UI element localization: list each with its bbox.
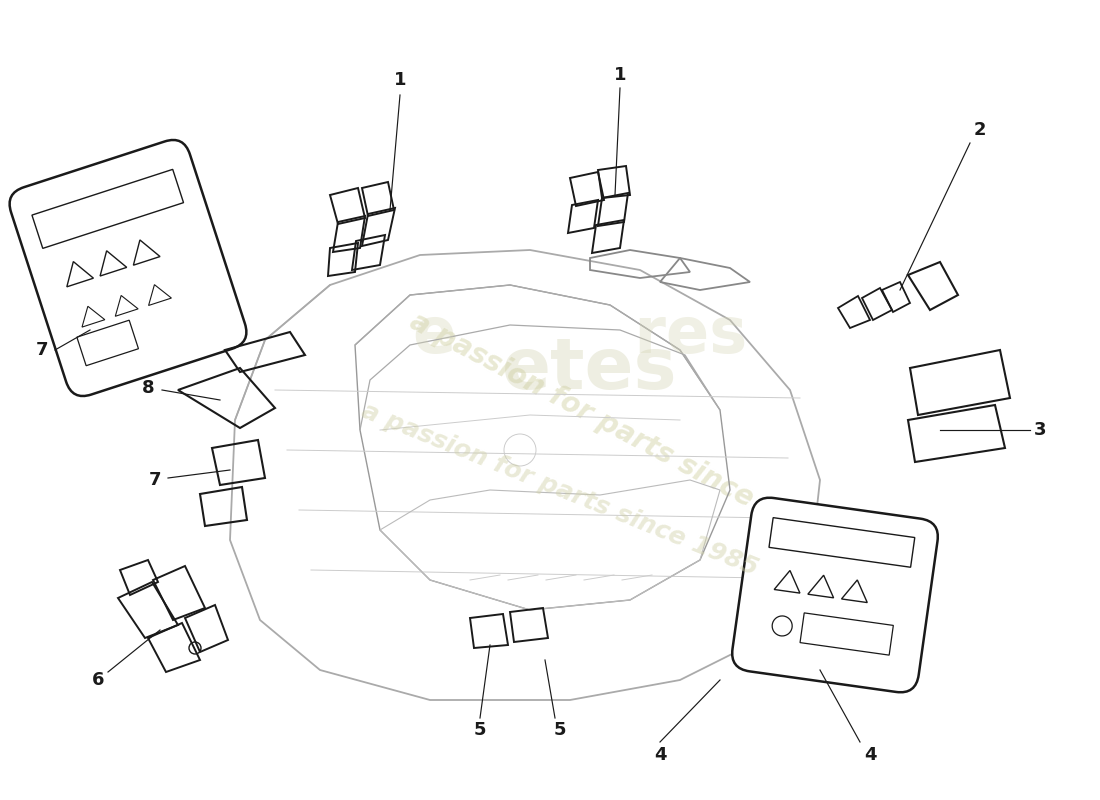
Text: 6: 6 bbox=[91, 671, 104, 689]
Text: 4: 4 bbox=[864, 746, 877, 764]
Bar bbox=[77, 320, 139, 366]
Text: 5: 5 bbox=[553, 721, 566, 739]
Text: 8: 8 bbox=[142, 379, 154, 397]
FancyBboxPatch shape bbox=[10, 140, 246, 396]
Text: 3: 3 bbox=[1034, 421, 1046, 439]
Text: etes: etes bbox=[503, 335, 678, 405]
Bar bbox=[769, 518, 915, 567]
Text: 7: 7 bbox=[148, 471, 162, 489]
Text: 7: 7 bbox=[35, 341, 48, 359]
Text: a passion for parts since 1985: a passion for parts since 1985 bbox=[405, 307, 835, 553]
FancyBboxPatch shape bbox=[733, 498, 938, 692]
Text: 2: 2 bbox=[974, 121, 987, 139]
Bar bbox=[32, 170, 184, 248]
Text: 4: 4 bbox=[653, 746, 667, 764]
Text: 5: 5 bbox=[474, 721, 486, 739]
Text: a passion for parts since 1985: a passion for parts since 1985 bbox=[359, 399, 762, 581]
Text: e        res: e res bbox=[412, 304, 747, 366]
Bar bbox=[800, 613, 893, 655]
Text: 1: 1 bbox=[614, 66, 626, 84]
Text: 1: 1 bbox=[394, 71, 406, 89]
